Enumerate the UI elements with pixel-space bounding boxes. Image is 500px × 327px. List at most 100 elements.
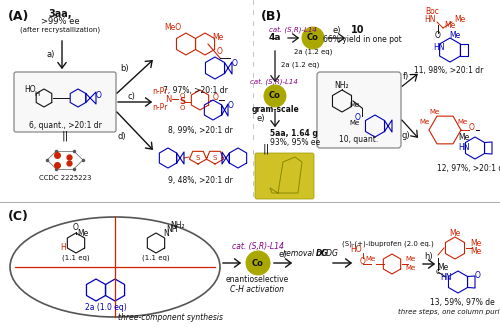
Text: a): a) <box>47 50 55 60</box>
Text: O: O <box>213 93 219 101</box>
Text: 10: 10 <box>351 25 365 35</box>
Text: 13, 59%, 97% de: 13, 59%, 97% de <box>430 298 494 306</box>
Text: Me: Me <box>458 133 469 143</box>
Text: Me: Me <box>406 256 416 262</box>
Circle shape <box>246 251 270 275</box>
Text: O: O <box>475 271 481 281</box>
Text: 93%, 95% ee: 93%, 95% ee <box>270 137 320 146</box>
Text: c): c) <box>127 93 135 101</box>
Text: >99% ee: >99% ee <box>40 18 80 26</box>
Text: Me: Me <box>430 109 440 115</box>
Text: Boc: Boc <box>425 8 439 16</box>
Text: 12, 97%, >20:1 dr: 12, 97%, >20:1 dr <box>437 164 500 173</box>
Text: Co: Co <box>252 259 264 267</box>
Text: O: O <box>73 223 79 232</box>
Text: O: O <box>355 112 361 122</box>
Text: Me: Me <box>438 264 448 272</box>
Text: O: O <box>228 100 234 110</box>
Text: Me: Me <box>450 229 460 237</box>
Text: O: O <box>180 105 184 111</box>
Text: Me: Me <box>420 119 430 125</box>
Text: ||: || <box>262 144 270 154</box>
Text: Me: Me <box>349 120 359 126</box>
Text: CCDC 2225223: CCDC 2225223 <box>39 175 91 181</box>
Text: Co: Co <box>307 33 319 43</box>
Text: O: O <box>217 47 223 57</box>
Text: HO: HO <box>24 85 36 95</box>
Text: NH₂: NH₂ <box>170 221 186 231</box>
Text: ||: || <box>62 131 68 141</box>
Text: 8, 99%, >20:1 dr: 8, 99%, >20:1 dr <box>168 126 232 134</box>
Text: (after recrystallization): (after recrystallization) <box>20 27 100 33</box>
Text: Co: Co <box>269 92 281 100</box>
Text: Me: Me <box>470 238 482 248</box>
Text: N: N <box>165 95 171 104</box>
Text: N: N <box>163 230 169 238</box>
Text: O: O <box>469 124 475 132</box>
Text: (1.1 eq): (1.1 eq) <box>142 255 170 261</box>
Circle shape <box>264 85 286 107</box>
Text: d): d) <box>118 131 126 141</box>
Text: S: S <box>213 155 217 161</box>
Text: HN: HN <box>424 15 436 25</box>
Text: gram-scale: gram-scale <box>252 106 300 114</box>
Text: Me: Me <box>470 248 482 256</box>
Text: cat. (S,R)-L14: cat. (S,R)-L14 <box>269 27 317 33</box>
Text: enantioselective: enantioselective <box>226 276 288 284</box>
Text: (1.1 eq): (1.1 eq) <box>62 255 90 261</box>
Text: O: O <box>96 92 102 100</box>
Circle shape <box>302 27 324 49</box>
Text: HO: HO <box>350 245 362 253</box>
Text: Me: Me <box>458 119 468 125</box>
Text: 6, quant., >20:1 dr: 6, quant., >20:1 dr <box>28 122 102 130</box>
FancyBboxPatch shape <box>255 153 314 199</box>
Text: C-H activation: C-H activation <box>230 284 284 294</box>
Text: 2a (1.2 eq): 2a (1.2 eq) <box>281 62 319 68</box>
Text: Me: Me <box>444 22 456 30</box>
Text: e): e) <box>333 26 341 36</box>
Text: e): e) <box>279 250 287 260</box>
Text: 10, quant.: 10, quant. <box>340 135 378 145</box>
Text: C: C <box>436 269 440 275</box>
Text: Me: Me <box>454 15 466 25</box>
Text: cat. (S,R)-L14: cat. (S,R)-L14 <box>232 243 284 251</box>
Text: (B): (B) <box>261 10 282 23</box>
Text: three steps, one column purification: three steps, one column purification <box>398 309 500 315</box>
Text: three-component synthesis: three-component synthesis <box>118 314 222 322</box>
Text: (A): (A) <box>8 10 30 23</box>
Text: NH: NH <box>166 226 178 234</box>
Text: removal of DG: removal of DG <box>282 250 338 259</box>
Text: 7, 97%, >20:1 dr: 7, 97%, >20:1 dr <box>162 85 228 95</box>
Text: HN: HN <box>433 43 445 53</box>
Text: 9, 48%, >20:1 dr: 9, 48%, >20:1 dr <box>168 176 232 184</box>
Text: O: O <box>360 256 366 266</box>
Text: HN: HN <box>458 144 470 152</box>
Text: n-Pr: n-Pr <box>152 102 168 112</box>
Text: 3aa,: 3aa, <box>48 9 72 19</box>
Text: Me: Me <box>78 230 88 238</box>
Text: e): e) <box>257 113 265 123</box>
Text: 66% yield in one pot: 66% yield in one pot <box>322 35 402 43</box>
FancyBboxPatch shape <box>14 72 116 132</box>
Text: O: O <box>435 30 441 40</box>
Text: g): g) <box>402 130 410 140</box>
Text: Me: Me <box>366 256 376 262</box>
Text: H: H <box>60 244 66 252</box>
Text: NH₂: NH₂ <box>334 81 349 91</box>
Text: (S)-(+)-ibuprofen (2.0 eq.): (S)-(+)-ibuprofen (2.0 eq.) <box>342 241 434 247</box>
Text: Me: Me <box>450 30 460 40</box>
Text: 5aa, 1.64 g: 5aa, 1.64 g <box>270 129 318 139</box>
Text: h): h) <box>424 251 434 261</box>
Text: (C): (C) <box>8 210 29 223</box>
Text: H: H <box>34 91 40 97</box>
Text: 4a: 4a <box>269 33 281 43</box>
FancyBboxPatch shape <box>317 72 401 148</box>
Text: n-Pr: n-Pr <box>152 88 168 96</box>
Text: DG: DG <box>316 250 328 259</box>
Text: cat. (S,R)-L14: cat. (S,R)-L14 <box>250 79 298 85</box>
Text: b): b) <box>120 63 130 73</box>
Text: 11, 98%, >20:1 dr: 11, 98%, >20:1 dr <box>414 65 484 75</box>
Text: 2a (1.2 eq): 2a (1.2 eq) <box>294 49 332 55</box>
Text: HN: HN <box>440 272 452 282</box>
Text: O: O <box>180 93 184 99</box>
